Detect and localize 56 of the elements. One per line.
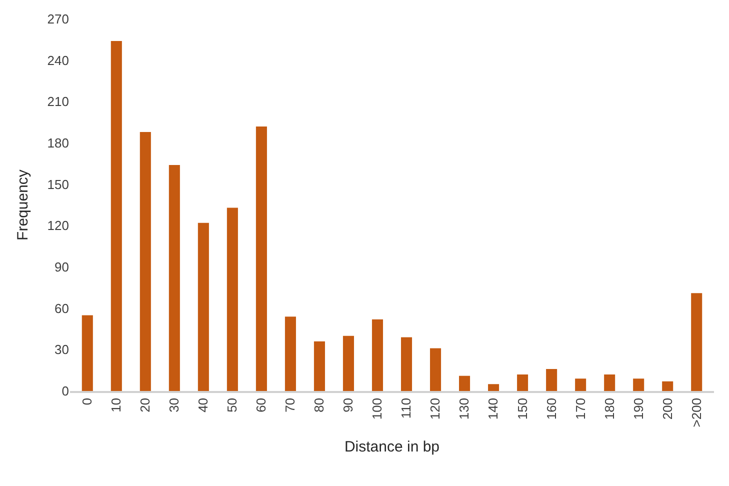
bar — [662, 381, 674, 391]
x-tick-label: 30 — [166, 398, 182, 412]
x-tick-label: 10 — [108, 398, 124, 412]
bar — [546, 368, 558, 391]
x-tick-label: 40 — [196, 398, 211, 412]
bar — [691, 293, 702, 391]
bar — [198, 222, 209, 391]
bar — [459, 376, 470, 391]
bar — [168, 165, 180, 391]
x-tick-label: 60 — [254, 398, 269, 412]
x-tick-label: 70 — [282, 398, 298, 412]
x-tick-label: 170 — [572, 398, 588, 420]
bar — [256, 126, 267, 391]
bar — [82, 315, 93, 391]
x-tick-label: 80 — [312, 398, 327, 412]
y-tick-label: 270 — [47, 12, 69, 27]
y-tick-label: 210 — [47, 94, 69, 110]
y-tick-label: 0 — [62, 384, 69, 399]
bar — [633, 378, 644, 391]
bar — [110, 41, 122, 391]
bar — [400, 337, 412, 391]
y-tick-label: 180 — [47, 136, 69, 151]
x-tick-label: 130 — [456, 398, 472, 420]
bar — [604, 374, 616, 391]
x-axis-title: Distance in bp — [344, 438, 440, 456]
y-axis-title: Frequency — [14, 169, 32, 240]
x-tick-label: 190 — [630, 398, 646, 420]
bar — [284, 316, 296, 391]
x-tick-label: 100 — [370, 398, 385, 420]
x-tick-label: >200 — [688, 398, 704, 428]
y-tick-label: 150 — [47, 176, 69, 192]
x-tick-label: 110 — [398, 398, 414, 419]
y-tick-label: 60 — [54, 300, 69, 316]
bar — [575, 378, 586, 391]
y-tick-label: 30 — [54, 342, 69, 358]
x-tick-label: 150 — [514, 398, 530, 420]
bar — [140, 132, 151, 391]
bar — [314, 341, 325, 391]
bar — [342, 336, 354, 391]
x-tick-label: 200 — [660, 398, 675, 420]
x-tick-label: 90 — [340, 398, 356, 412]
y-tick-label: 90 — [54, 260, 69, 275]
bar — [488, 384, 500, 391]
x-tick-label: 120 — [428, 398, 443, 420]
bar — [430, 348, 442, 391]
y-tick-label: 120 — [47, 218, 69, 234]
bar — [226, 208, 238, 391]
y-tick-label: 240 — [47, 52, 69, 68]
bar — [517, 374, 528, 391]
x-tick-label: 140 — [486, 398, 501, 420]
x-tick-label: 50 — [224, 398, 240, 412]
x-tick-label: 160 — [544, 398, 559, 420]
x-tick-label: 180 — [602, 398, 617, 420]
bar — [372, 319, 384, 391]
x-tick-label: 0 — [80, 398, 95, 406]
x-tick-label: 20 — [138, 398, 153, 412]
